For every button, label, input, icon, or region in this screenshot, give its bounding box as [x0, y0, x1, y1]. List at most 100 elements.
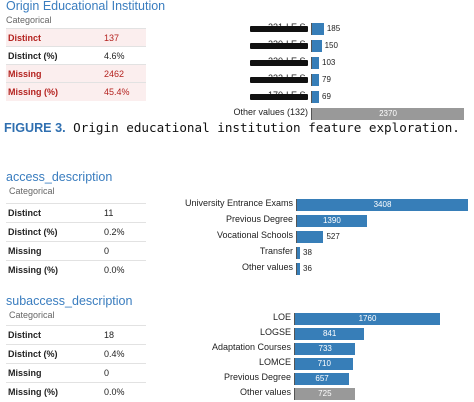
axis-tick	[311, 91, 312, 103]
bar-category-label: Other values	[239, 387, 291, 397]
bar-value-label: 657	[315, 374, 329, 383]
bar-category-label: LOE	[272, 312, 291, 322]
bar	[295, 328, 365, 340]
bar-value-label: 150	[324, 41, 338, 50]
axis-tick	[294, 373, 295, 385]
stat-label: Missing	[8, 368, 42, 378]
stat-row: Distinct 18	[6, 325, 146, 345]
axis-tick	[311, 23, 312, 35]
stat-value: 11	[104, 208, 114, 218]
bar-value-label: 69	[322, 92, 331, 101]
axis-tick	[294, 358, 295, 370]
bar	[297, 263, 300, 275]
bar-category-label: Vocational Schools	[216, 230, 293, 240]
stat-value: 0	[104, 246, 110, 256]
stat-value: 4.6%	[104, 51, 125, 61]
bar-value-label: 710	[317, 359, 331, 368]
axis-tick	[311, 74, 312, 86]
bar-category-label: Previous Degree	[223, 372, 291, 382]
stat-label: Distinct (%)	[8, 227, 58, 237]
stat-row: Missing 0	[6, 241, 146, 261]
bar-value-label: 1760	[358, 314, 377, 323]
panel2-title: access_description	[6, 170, 113, 184]
bar-value-label: 733	[318, 344, 332, 353]
stat-row: Distinct (%) 0.4%	[6, 344, 146, 364]
bar-value-label: 841	[322, 329, 337, 338]
axis-tick	[296, 215, 297, 227]
bar-category-label: Other values	[241, 262, 293, 272]
bar-value-label: 38	[303, 248, 312, 257]
stat-label: Missing	[8, 246, 42, 256]
bar	[312, 108, 464, 120]
bar-value-label: 527	[326, 232, 340, 241]
bar-value-label: 2370	[379, 109, 397, 118]
stat-value: 45.4%	[104, 87, 130, 97]
figure-label: FIGURE 3.	[4, 121, 66, 135]
axis-tick	[294, 328, 295, 340]
stat-value: 2462	[104, 69, 125, 79]
redaction-mark	[250, 94, 308, 100]
stat-value: 0.0%	[104, 265, 125, 275]
stat-row: Distinct 11	[6, 203, 146, 223]
stat-row: Distinct (%) 0.2%	[6, 222, 146, 242]
axis-tick	[294, 388, 295, 400]
axis-tick	[311, 57, 312, 69]
bar	[295, 343, 356, 355]
stat-label: Distinct (%)	[8, 51, 58, 61]
axis-tick	[296, 247, 297, 259]
bar-category-label: University Entrance Exams	[184, 198, 293, 208]
bar	[295, 388, 355, 400]
bar-category-label: Transfer	[259, 246, 293, 256]
bar	[312, 91, 319, 103]
bar	[312, 40, 322, 52]
axis-tick	[296, 263, 297, 275]
stat-label: Distinct (%)	[8, 349, 58, 359]
bar-category-label: Adaptation Courses	[211, 342, 291, 352]
stat-row: Missing 2462	[6, 64, 146, 83]
bar	[295, 313, 440, 325]
bar	[312, 23, 324, 35]
bar-value-label: 79	[322, 75, 331, 84]
bar-value-label: 103	[322, 58, 336, 67]
stat-label: Missing (%)	[8, 387, 59, 397]
bar	[297, 247, 300, 259]
redaction-mark	[250, 26, 308, 32]
axis-tick	[294, 343, 295, 355]
bar	[295, 358, 354, 370]
bar-category-label: Previous Degree	[225, 214, 293, 224]
stat-value: 0.0%	[104, 387, 125, 397]
stat-row: Distinct 137	[6, 28, 146, 47]
bar-category-label: LOGSE	[259, 327, 291, 337]
panel3-subtitle: Categorical	[9, 310, 55, 320]
axis-tick	[294, 313, 295, 325]
bar-category-label: Other values (132)	[233, 107, 308, 117]
bar-value-label: 1390	[322, 216, 341, 225]
stat-row: Missing 0	[6, 363, 146, 383]
bar-value-label: 725	[318, 389, 332, 398]
panel1-subtitle: Categorical	[6, 15, 52, 25]
stat-row: Missing (%) 0.0%	[6, 260, 146, 280]
redaction-mark	[250, 43, 308, 49]
stat-label: Missing	[8, 69, 42, 79]
redaction-mark	[250, 60, 308, 66]
stat-row: Missing (%) 45.4%	[6, 82, 146, 101]
bar	[297, 215, 367, 227]
bar	[297, 231, 324, 243]
bar-value-label: 3408	[373, 200, 392, 209]
panel2-subtitle: Categorical	[9, 186, 55, 196]
axis-tick	[311, 108, 312, 120]
bar-value-label: 36	[303, 264, 312, 273]
stat-row: Missing (%) 0.0%	[6, 382, 146, 402]
bar	[297, 199, 468, 211]
stat-value: 18	[104, 330, 115, 340]
axis-tick	[296, 199, 297, 211]
stat-label: Distinct	[8, 330, 42, 340]
stat-value: 0.2%	[104, 227, 125, 237]
stat-label: Distinct	[8, 208, 42, 218]
stat-row: Distinct (%) 4.6%	[6, 46, 146, 65]
stat-label: Missing (%)	[8, 265, 59, 275]
bar	[312, 57, 319, 69]
stat-value: 0.4%	[104, 349, 125, 359]
bar-category-label: LOMCE	[258, 357, 291, 367]
redaction-mark	[250, 77, 308, 83]
